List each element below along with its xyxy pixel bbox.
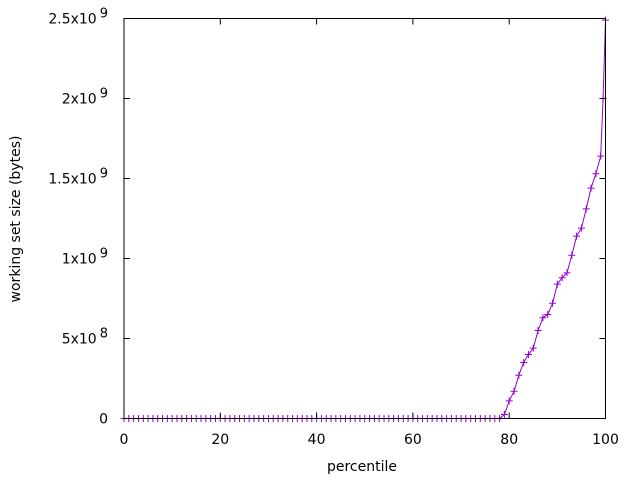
data-point — [568, 251, 576, 259]
data-point — [587, 184, 595, 192]
data-point — [592, 170, 600, 178]
data-point — [558, 274, 566, 282]
data-point — [549, 299, 557, 307]
x-tick-label: 40 — [308, 432, 326, 448]
y-axis-label: working set size (bytes) — [8, 136, 24, 303]
y-tick-label: 0 — [99, 412, 108, 428]
data-point — [524, 351, 532, 358]
data-point — [539, 314, 547, 322]
data-point — [544, 311, 552, 318]
data-point — [582, 205, 590, 213]
x-tick-label: 20 — [211, 432, 229, 448]
data-point — [534, 327, 542, 334]
y-tick-label: 1x10 9 — [62, 247, 108, 268]
data-point — [510, 387, 518, 395]
y-tick-label: 1.5x10 9 — [48, 167, 108, 188]
data-point — [505, 397, 513, 405]
x-tick-labels: 0 20 40 60 80 100 — [120, 432, 619, 448]
data-point — [520, 359, 528, 366]
plot-marks — [120, 16, 609, 422]
x-tick-label: 60 — [404, 432, 422, 448]
x-axis-label: percentile — [327, 459, 397, 475]
x-tick-label: 0 — [120, 432, 129, 448]
y-tick-label: 2x10 9 — [62, 87, 108, 108]
data-point — [597, 152, 605, 160]
series-line — [124, 20, 606, 419]
plot-frame — [123, 18, 606, 419]
data-point — [573, 232, 581, 240]
y-tick-labels: 0 5x10 8 1x10 9 1.5x10 9 2x10 9 2.5x10 9 — [48, 7, 108, 428]
data-point — [529, 344, 537, 352]
y-tick-label: 2.5x10 9 — [48, 7, 108, 28]
data-point — [500, 411, 508, 418]
x-tick-label: 100 — [592, 432, 619, 448]
y-tick-label: 5x10 8 — [62, 327, 108, 348]
x-tick-label: 80 — [500, 432, 518, 448]
data-point — [515, 371, 523, 379]
axis-ticks — [123, 18, 606, 419]
data-point — [563, 269, 571, 277]
data-point — [577, 224, 585, 232]
data-point — [553, 280, 561, 288]
